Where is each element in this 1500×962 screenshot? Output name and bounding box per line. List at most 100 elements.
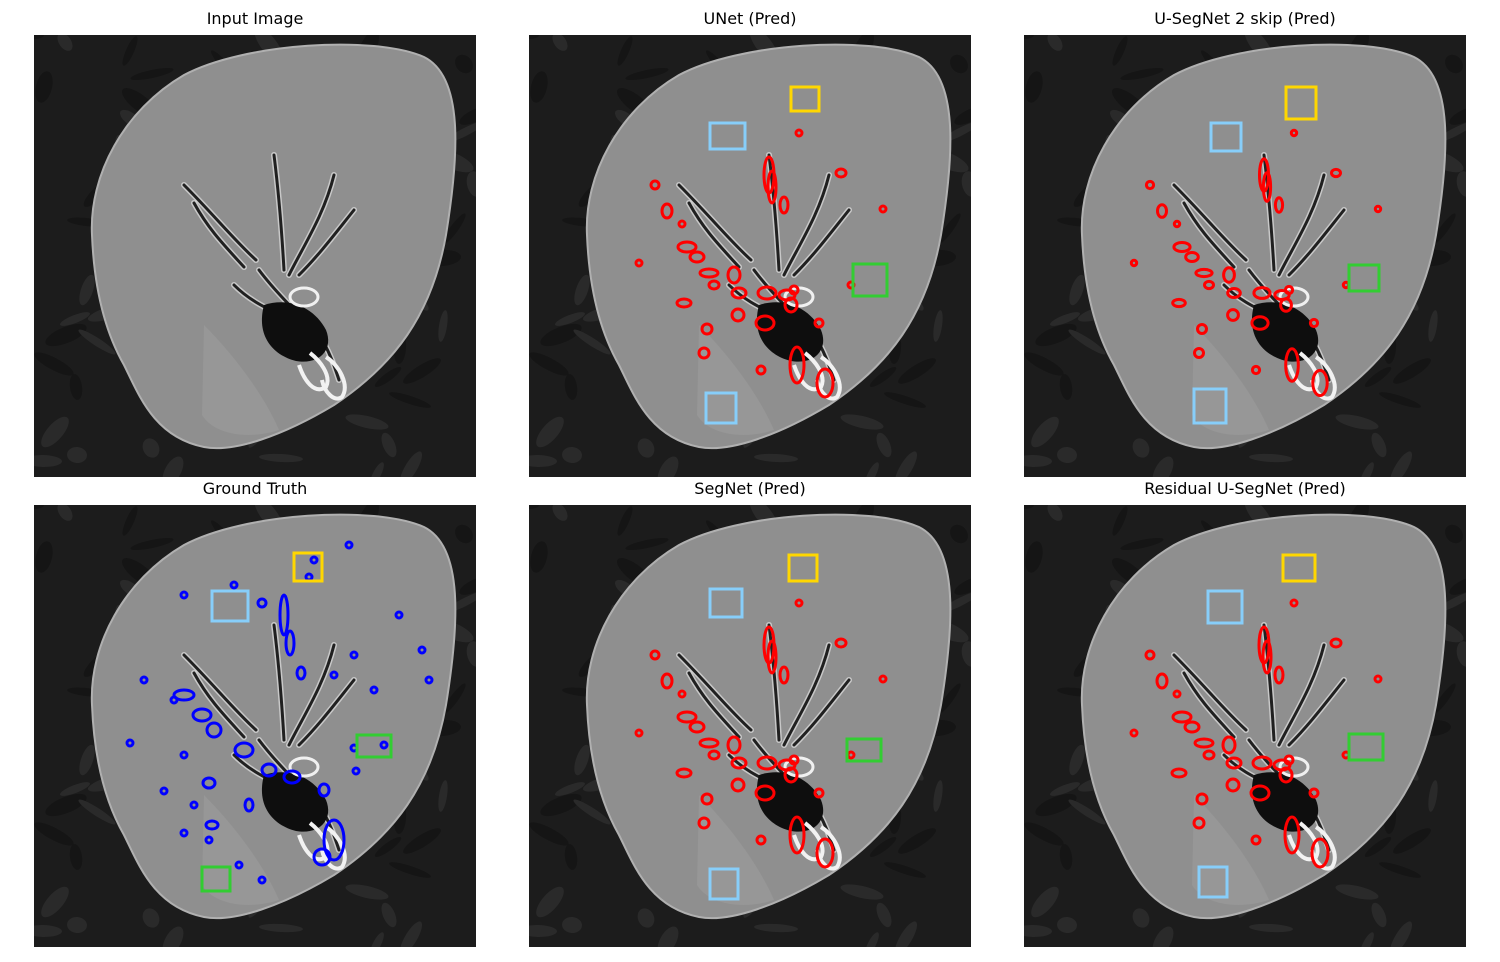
predicted-mask-contour	[1192, 816, 1206, 830]
predicted-mask-contour	[1226, 308, 1240, 322]
predicted-mask-contour	[700, 322, 714, 336]
organ-silhouette	[1080, 513, 1447, 920]
lightblue-roi-box	[704, 391, 738, 425]
predicted-mask-contour	[730, 756, 748, 770]
ground-truth-mask-contour	[189, 800, 199, 810]
lightblue-roi-box	[1209, 121, 1243, 153]
green-roi-box	[355, 733, 393, 759]
predicted-mask-contour	[815, 837, 835, 869]
predicted-mask-contour	[1310, 837, 1330, 869]
green-roi-box	[1347, 732, 1385, 762]
organ-silhouette	[1080, 43, 1447, 450]
yellow-roi-box	[1284, 85, 1318, 121]
predicted-mask-contour	[1222, 266, 1236, 284]
predicted-mask-contour	[676, 710, 698, 724]
panel-title: Ground Truth	[202, 479, 308, 498]
ground-truth-mask-contour	[329, 670, 339, 680]
predicted-mask-contour	[878, 674, 888, 684]
predicted-mask-contour	[1183, 720, 1201, 734]
yellow-roi-box	[292, 551, 324, 583]
ground-truth-mask-contour	[379, 740, 389, 750]
hilum	[1251, 772, 1319, 832]
hilum	[261, 302, 329, 362]
organ-silhouette	[90, 513, 457, 920]
green-roi-box	[845, 737, 883, 763]
predicted-mask-contour	[1283, 284, 1295, 296]
predicted-mask-contour	[1172, 219, 1182, 229]
ground-truth-mask-contour	[322, 818, 346, 862]
ground-truth-mask-contour	[351, 766, 361, 776]
predicted-mask-contour	[1226, 287, 1242, 299]
panel-ground-truth: Ground Truth	[34, 479, 476, 947]
predicted-mask-contour	[788, 345, 806, 385]
ground-truth-mask-contour	[139, 675, 149, 685]
predicted-mask-contour	[707, 749, 721, 761]
lightblue-roi-box	[1206, 589, 1244, 625]
predicted-mask-contour	[697, 346, 711, 360]
predicted-mask-contour	[726, 265, 742, 285]
ground-truth-mask-contour	[179, 750, 189, 760]
ground-truth-mask-contour	[284, 629, 296, 657]
predicted-mask-contour	[1250, 364, 1262, 376]
ground-truth-mask-contour	[205, 721, 223, 739]
panel-segnet-pred: SegNet (Pred)	[529, 479, 971, 947]
yellow-roi-box	[789, 85, 821, 113]
predicted-mask-contour	[755, 834, 767, 846]
predicted-mask-contour	[1156, 203, 1168, 219]
predicted-mask-contour	[1129, 728, 1139, 738]
predicted-mask-contour	[1171, 710, 1193, 724]
lightblue-roi-box	[708, 867, 740, 901]
predicted-mask-contour	[1261, 639, 1273, 675]
predicted-mask-contour	[766, 639, 778, 675]
predicted-mask-contour	[698, 737, 720, 749]
predicted-mask-contour	[1172, 689, 1182, 699]
predicted-mask-contour	[1261, 171, 1273, 203]
predicted-mask-contour	[676, 240, 698, 254]
predicted-mask-contour	[688, 720, 706, 734]
predicted-mask-contour	[1249, 784, 1271, 802]
predicted-mask-contour	[677, 689, 687, 699]
predicted-mask-contour	[1283, 815, 1301, 855]
organ-silhouette	[585, 513, 952, 920]
predicted-mask-contour	[1193, 737, 1215, 749]
ground-truth-mask-contour	[309, 555, 319, 565]
predicted-mask-contour	[730, 777, 746, 793]
predicted-mask-contour	[1308, 787, 1320, 799]
ground-truth-mask-contour	[233, 741, 255, 759]
hilum	[756, 302, 824, 362]
ground-truth-mask-contour	[257, 875, 267, 885]
predicted-mask-contour	[1278, 766, 1294, 784]
predicted-mask-contour	[1221, 735, 1237, 755]
predicted-mask-contour	[783, 766, 799, 784]
predicted-mask-contour	[1193, 347, 1205, 359]
ground-truth-mask-contour	[256, 597, 268, 609]
ground-truth-mask-contour	[159, 786, 169, 796]
predicted-mask-contour	[697, 816, 711, 830]
ground-truth-image	[34, 505, 476, 947]
predicted-mask-contour	[783, 296, 799, 314]
hilum	[756, 772, 824, 832]
ground-truth-mask-contour	[229, 580, 239, 590]
predicted-mask-contour	[778, 195, 790, 215]
ground-truth-mask-contour	[394, 610, 404, 620]
predicted-mask-contour	[1196, 323, 1208, 335]
ground-truth-mask-contour	[417, 645, 427, 655]
ground-truth-mask-contour	[295, 665, 307, 681]
ground-truth-mask-contour	[282, 769, 302, 785]
predicted-mask-contour	[677, 219, 687, 229]
predicted-mask-contour	[1279, 297, 1293, 313]
predicted-mask-contour	[1203, 279, 1215, 291]
predicted-mask-contour	[813, 787, 825, 799]
predicted-mask-contour	[1155, 672, 1169, 690]
predicted-mask-contour	[755, 364, 767, 376]
ground-truth-mask-contour	[344, 540, 354, 550]
predicted-mask-contour	[754, 314, 776, 332]
lightblue-roi-box	[1192, 387, 1228, 425]
predicted-mask-contour	[1252, 286, 1272, 300]
ground-truth-mask-contour	[349, 650, 359, 660]
ground-truth-mask-contour	[191, 707, 213, 723]
organ-silhouette	[585, 43, 952, 450]
ground-truth-mask-contour	[317, 782, 331, 798]
unet-pred-image	[529, 35, 971, 477]
predicted-mask-contour	[730, 286, 748, 300]
